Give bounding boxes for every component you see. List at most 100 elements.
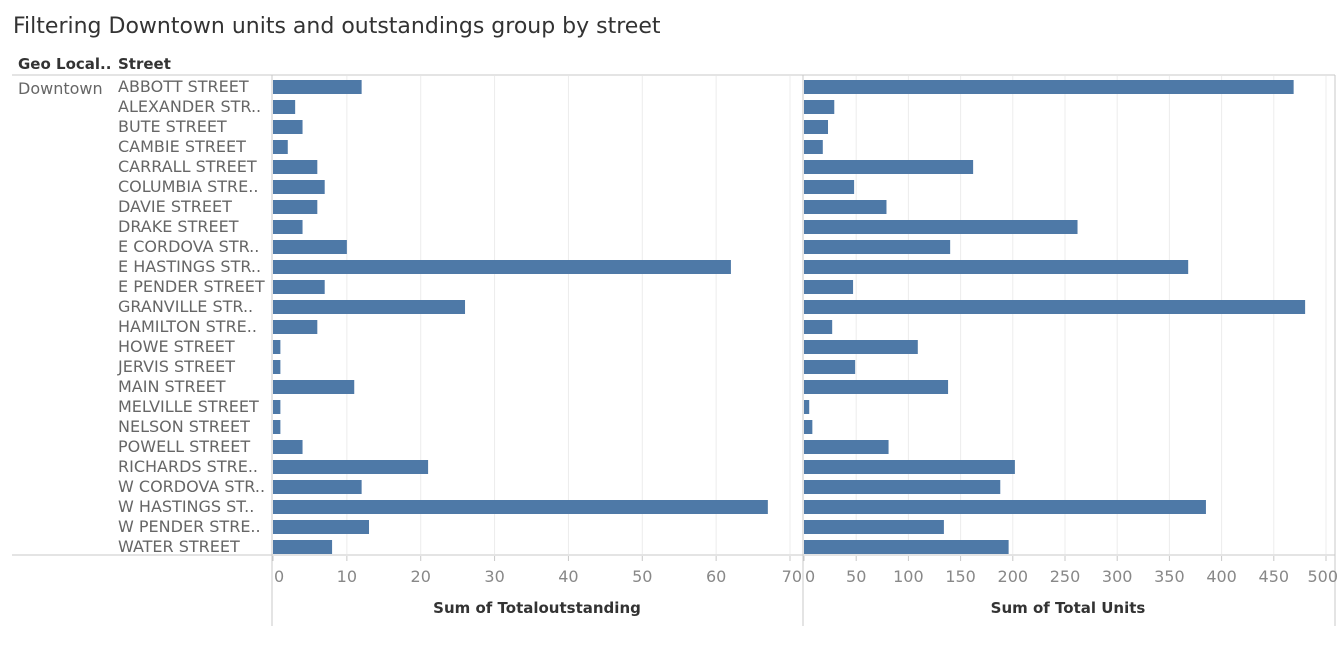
- bar[interactable]: [804, 160, 974, 174]
- x-tick-label: 50: [632, 567, 652, 586]
- bar[interactable]: [804, 280, 854, 294]
- bar[interactable]: [273, 320, 318, 334]
- header-street[interactable]: Street: [118, 55, 171, 73]
- bar[interactable]: [804, 360, 856, 374]
- bar[interactable]: [804, 240, 951, 254]
- bar[interactable]: [804, 200, 887, 214]
- bar[interactable]: [273, 200, 318, 214]
- x-tick-label: 100: [893, 567, 924, 586]
- bar[interactable]: [273, 260, 731, 274]
- bar[interactable]: [804, 380, 949, 394]
- street-label[interactable]: WATER STREET: [118, 537, 240, 556]
- street-label[interactable]: MAIN STREET: [118, 377, 226, 396]
- x-tick-label: 70: [782, 567, 802, 586]
- x-tick-label: 10: [337, 567, 357, 586]
- bar[interactable]: [804, 300, 1306, 314]
- x-tick-label: 500: [1307, 567, 1338, 586]
- bar[interactable]: [804, 100, 835, 114]
- x-tick-label: 0: [805, 567, 815, 586]
- street-label[interactable]: MELVILLE STREET: [118, 397, 259, 416]
- bar[interactable]: [273, 80, 362, 94]
- x-tick-label: 60: [706, 567, 726, 586]
- street-label[interactable]: JERVIS STREET: [117, 357, 235, 376]
- x-tick-label: 200: [998, 567, 1029, 586]
- bar[interactable]: [804, 540, 1009, 554]
- x-tick-label: 250: [1050, 567, 1081, 586]
- bar[interactable]: [804, 320, 833, 334]
- bar[interactable]: [273, 500, 768, 514]
- bar[interactable]: [273, 400, 281, 414]
- bar[interactable]: [804, 80, 1294, 94]
- street-label[interactable]: W HASTINGS ST..: [118, 497, 254, 516]
- bar[interactable]: [273, 100, 296, 114]
- x-axis-title-outstanding: Sum of Totaloutstanding: [433, 599, 641, 617]
- x-tick-label: 30: [484, 567, 504, 586]
- bar[interactable]: [273, 180, 325, 194]
- header-geo[interactable]: Geo Local..: [18, 55, 111, 73]
- x-tick-label: 20: [411, 567, 431, 586]
- street-label[interactable]: DRAKE STREET: [118, 217, 239, 236]
- bar[interactable]: [273, 420, 281, 434]
- street-label[interactable]: RICHARDS STRE..: [118, 457, 258, 476]
- bar[interactable]: [804, 520, 944, 534]
- bar[interactable]: [804, 500, 1206, 514]
- street-label[interactable]: BUTE STREET: [118, 117, 227, 136]
- street-label[interactable]: NELSON STREET: [118, 417, 250, 436]
- bar[interactable]: [273, 520, 370, 534]
- bar[interactable]: [804, 460, 1015, 474]
- bar[interactable]: [804, 260, 1189, 274]
- chart-title: Filtering Downtown units and outstanding…: [13, 14, 661, 39]
- bar[interactable]: [273, 120, 303, 134]
- street-label[interactable]: CARRALL STREET: [118, 157, 257, 176]
- bar[interactable]: [273, 240, 347, 254]
- bar[interactable]: [273, 160, 318, 174]
- bar[interactable]: [273, 380, 355, 394]
- bar[interactable]: [273, 480, 362, 494]
- street-label[interactable]: COLUMBIA STRE..: [118, 177, 258, 196]
- street-label[interactable]: POWELL STREET: [118, 437, 250, 456]
- x-tick-label: 0: [274, 567, 284, 586]
- bar[interactable]: [804, 220, 1078, 234]
- geo-value: Downtown: [18, 79, 103, 98]
- bar[interactable]: [804, 440, 889, 454]
- bar[interactable]: [804, 120, 829, 134]
- bar[interactable]: [273, 540, 333, 554]
- bar[interactable]: [273, 460, 429, 474]
- street-label[interactable]: W PENDER STRE..: [118, 517, 261, 536]
- x-tick-label: 150: [945, 567, 976, 586]
- x-tick-label: 450: [1259, 567, 1290, 586]
- x-tick-label: 350: [1154, 567, 1185, 586]
- bar[interactable]: [273, 280, 325, 294]
- street-label[interactable]: CAMBIE STREET: [118, 137, 246, 156]
- axis-ticks: 0 10 20 30 40 50 60 70 0 50 100 150 200 250 300 350 400 4…: [272, 556, 1338, 586]
- street-label[interactable]: HAMILTON STRE..: [118, 317, 257, 336]
- bar[interactable]: [273, 440, 303, 454]
- bar[interactable]: [273, 220, 303, 234]
- street-label[interactable]: GRANVILLE STR..: [118, 297, 253, 316]
- bar[interactable]: [804, 420, 813, 434]
- street-label[interactable]: W CORDOVA STR..: [118, 477, 265, 496]
- bar[interactable]: [804, 400, 810, 414]
- street-label[interactable]: HOWE STREET: [118, 337, 235, 356]
- street-label[interactable]: E PENDER STREET: [118, 277, 265, 296]
- bars-layer: [273, 80, 1306, 554]
- street-label[interactable]: ALEXANDER STR..: [118, 97, 261, 116]
- bar[interactable]: [804, 340, 918, 354]
- frame-lines: [12, 74, 1336, 626]
- street-label[interactable]: ABBOTT STREET: [118, 77, 249, 96]
- bar[interactable]: [273, 360, 281, 374]
- bar[interactable]: [273, 140, 288, 154]
- street-label[interactable]: E HASTINGS STR..: [118, 257, 261, 276]
- street-label[interactable]: E CORDOVA STR..: [118, 237, 259, 256]
- bar[interactable]: [804, 180, 855, 194]
- bar[interactable]: [804, 140, 823, 154]
- x-axis-title-units: Sum of Total Units: [991, 599, 1146, 617]
- street-label[interactable]: DAVIE STREET: [118, 197, 232, 216]
- bar[interactable]: [804, 480, 1001, 494]
- bar[interactable]: [273, 340, 281, 354]
- x-tick-label: 40: [558, 567, 578, 586]
- grid-layer: [346, 76, 1327, 554]
- bar[interactable]: [273, 300, 466, 314]
